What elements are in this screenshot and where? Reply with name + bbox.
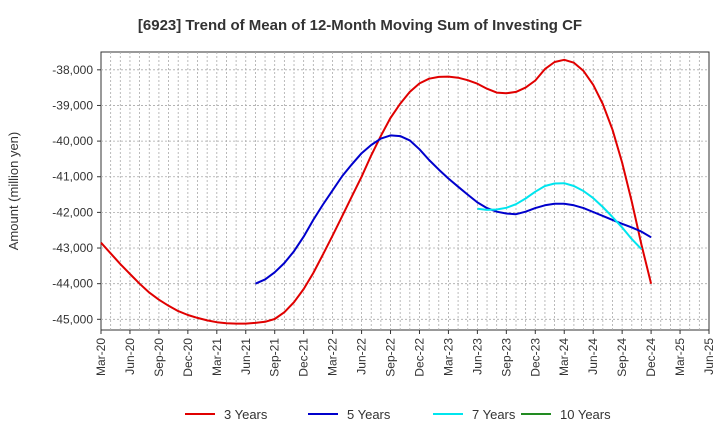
x-tick-label: Dec-24 [644, 338, 658, 377]
x-tick-label: Jun-24 [586, 338, 600, 375]
x-tick-label: Sep-20 [152, 338, 166, 377]
series-line-3-years [100, 58, 653, 325]
y-tick-label: -42,000 [52, 205, 93, 219]
x-tick-label: Jun-25 [702, 338, 716, 375]
y-axis-label: Amount (million yen) [6, 132, 21, 251]
x-tick-label: Jun-23 [470, 338, 484, 375]
legend-label: 3 Years [224, 407, 268, 422]
y-tick-label: -38,000 [52, 63, 93, 77]
y-tick-label: -44,000 [52, 277, 93, 291]
x-tick-label: Mar-24 [557, 338, 571, 376]
series-line-5-years [254, 134, 652, 285]
y-axis-ticks: -45,000 -44,000 -43,000 -42,000 -41,000 -40,0… [52, 63, 101, 326]
x-tick-label: Mar-21 [210, 338, 224, 376]
x-tick-label: Mar-20 [94, 338, 108, 376]
legend-label: 10 Years [560, 407, 611, 422]
plot-area [100, 51, 710, 331]
series-line-7-years [477, 182, 643, 250]
x-tick-label: Jun-22 [355, 338, 369, 375]
x-tick-label: Mar-23 [441, 338, 455, 376]
x-tick-label: Mar-22 [326, 338, 340, 376]
y-tick-label: -43,000 [52, 241, 93, 255]
legend: 3 Years 5 Years 7 Years 10 Years [185, 407, 611, 422]
x-tick-label: Dec-22 [412, 338, 426, 377]
y-tick-label: -41,000 [52, 170, 93, 184]
x-tick-label: Jun-20 [123, 338, 137, 375]
plot-frame [100, 51, 710, 331]
grid-lines [101, 52, 709, 330]
x-tick-label: Sep-23 [499, 338, 513, 377]
series-lines [100, 58, 653, 325]
x-tick-label: Jun-21 [239, 338, 253, 375]
x-tick-label: Dec-21 [297, 338, 311, 377]
legend-label: 7 Years [472, 407, 516, 422]
x-tick-label: Sep-24 [615, 338, 629, 377]
legend-label: 5 Years [347, 407, 391, 422]
x-tick-label: Mar-25 [673, 338, 687, 376]
x-axis-ticks: Mar-20 Jun-20 Sep-20 Dec-20 Mar-21 Jun-21 Sep-… [94, 330, 716, 377]
y-tick-label: -39,000 [52, 98, 93, 112]
x-tick-label: Sep-22 [384, 338, 398, 377]
x-tick-label: Dec-23 [528, 338, 542, 377]
chart-title: [6923] Trend of Mean of 12-Month Moving … [138, 17, 582, 34]
y-tick-label: -40,000 [52, 134, 93, 148]
x-tick-label: Sep-21 [268, 338, 282, 377]
x-tick-label: Dec-20 [181, 338, 195, 377]
y-tick-label: -45,000 [52, 312, 93, 326]
